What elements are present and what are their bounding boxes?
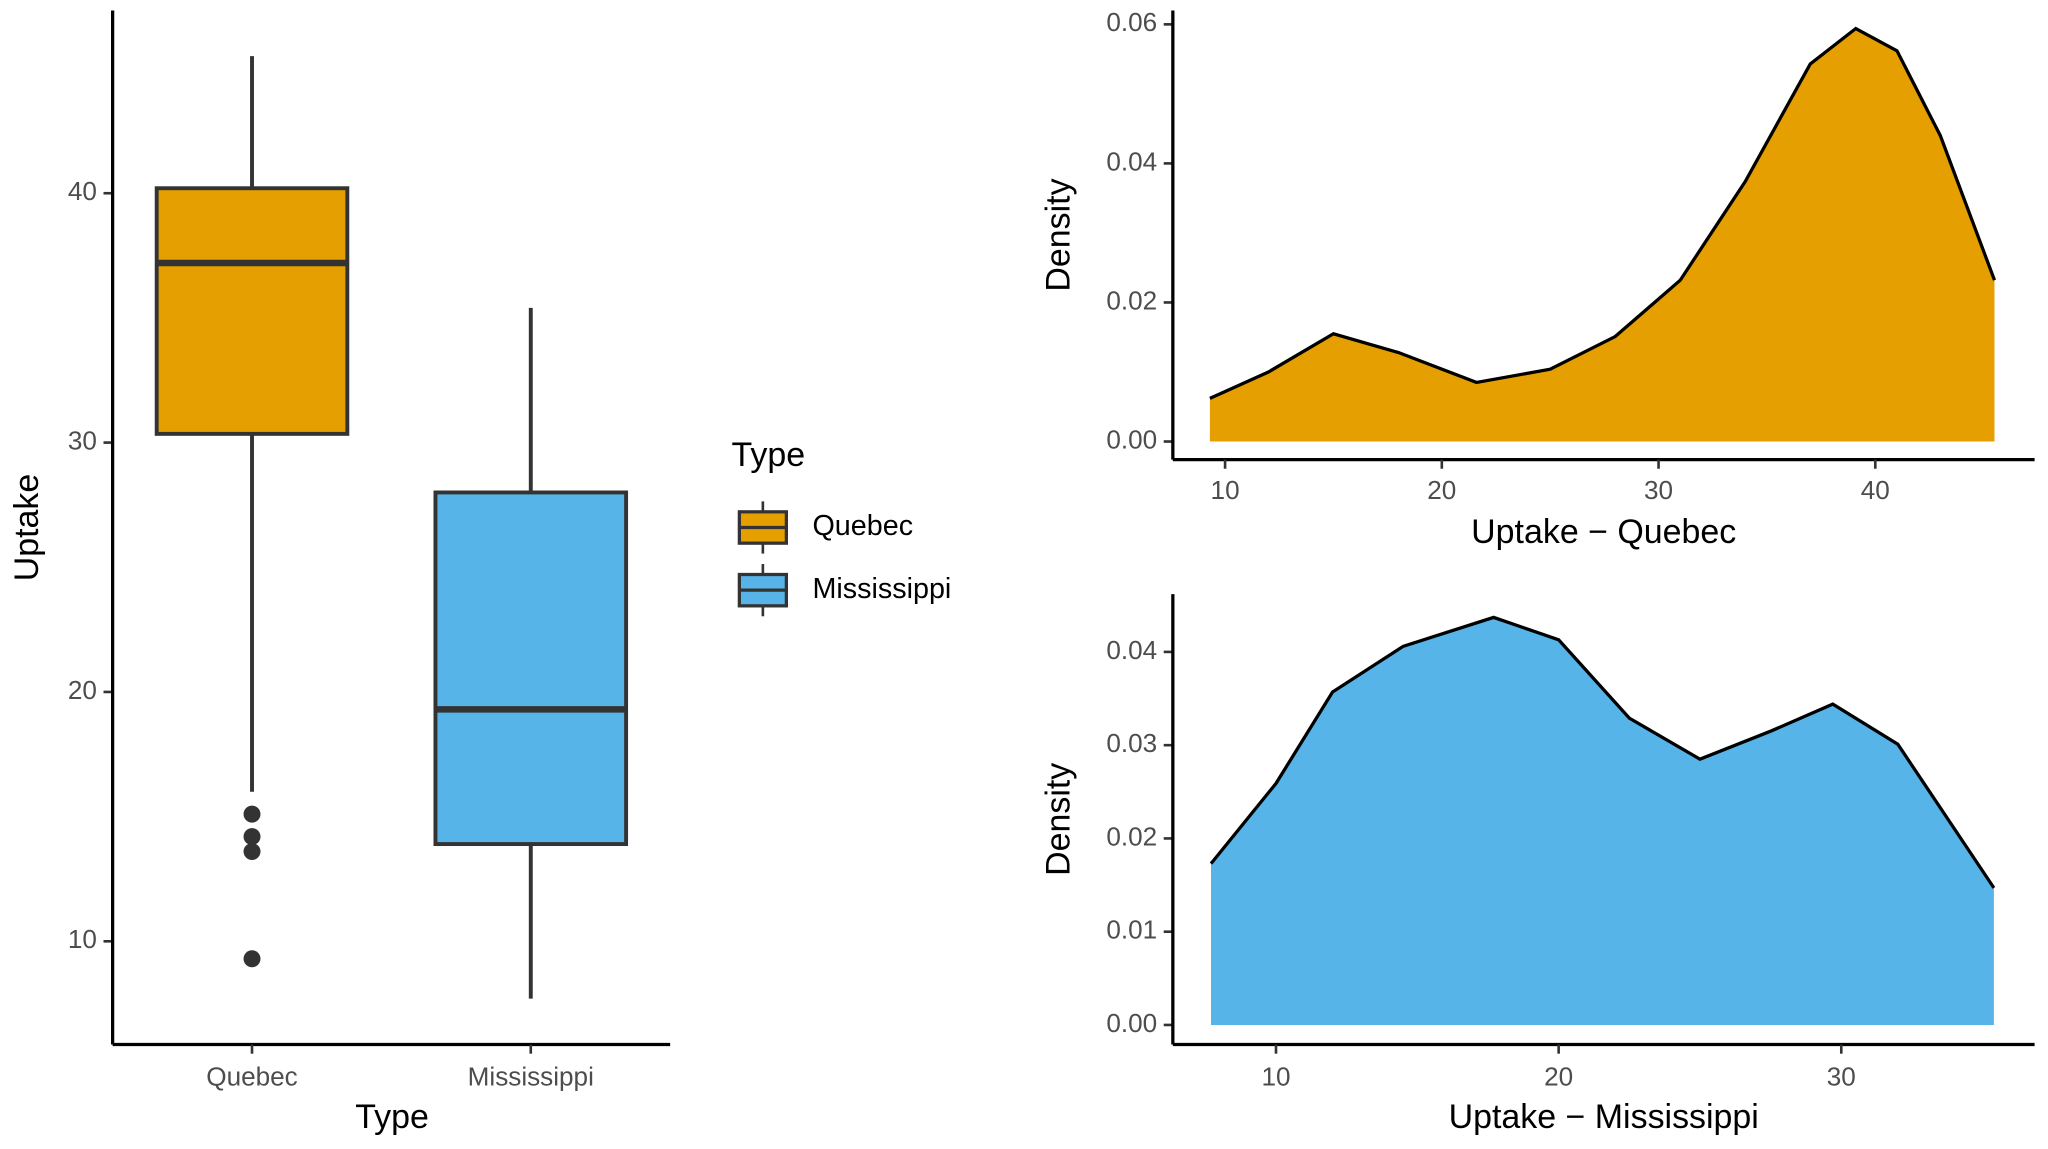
y-tick-label: 0.02 (1106, 821, 1157, 851)
y-tick-label: 20 (68, 675, 97, 705)
outlier (243, 843, 261, 861)
y-tick-label: 0.06 (1106, 7, 1157, 37)
x-tick-label: 20 (1544, 1061, 1573, 1091)
outlier (243, 805, 261, 823)
x-tick-label: 20 (1427, 475, 1456, 505)
legend-label: Quebec (812, 510, 913, 542)
x-tick-label: 30 (1827, 1061, 1856, 1091)
density-line (1209, 26, 1997, 400)
x-axis-label: Type (355, 1098, 429, 1136)
outlier (243, 950, 261, 968)
y-axis-label: Density (1040, 178, 1078, 291)
y-tick-label: 40 (68, 176, 97, 206)
y-tick-label: 0.01 (1106, 915, 1157, 945)
x-tick-label: 10 (1261, 1061, 1290, 1091)
box (154, 186, 350, 436)
y-tick-label: 0.02 (1106, 285, 1157, 315)
density-line (1209, 615, 1996, 889)
outlier (243, 828, 261, 846)
x-axis-label: Uptake − Quebec (1471, 513, 1736, 551)
y-axis-label: Density (1040, 763, 1078, 876)
x-tick-label: 30 (1644, 475, 1673, 505)
y-tick-label: 30 (68, 425, 97, 455)
y-tick-label: 10 (68, 924, 97, 954)
legend-title: Type (732, 436, 806, 474)
legend-label: Mississippi (812, 573, 951, 605)
x-tick-label: Quebec (206, 1061, 297, 1091)
y-tick-label: 0.00 (1106, 1008, 1157, 1038)
y-axis-label: Uptake (8, 474, 46, 582)
x-tick-label: 40 (1861, 475, 1890, 505)
y-tick-label: 0.04 (1106, 146, 1157, 176)
x-axis-label: Uptake − Mississippi (1449, 1098, 1759, 1136)
box (433, 490, 629, 847)
y-tick-label: 0.00 (1106, 424, 1157, 454)
area-fill (1209, 28, 1995, 442)
y-tick-label: 0.03 (1106, 728, 1157, 758)
area-fill (1211, 617, 1994, 1025)
y-tick-label: 0.04 (1106, 635, 1157, 665)
x-tick-label: 10 (1211, 475, 1240, 505)
x-tick-label: Mississippi (468, 1061, 594, 1091)
